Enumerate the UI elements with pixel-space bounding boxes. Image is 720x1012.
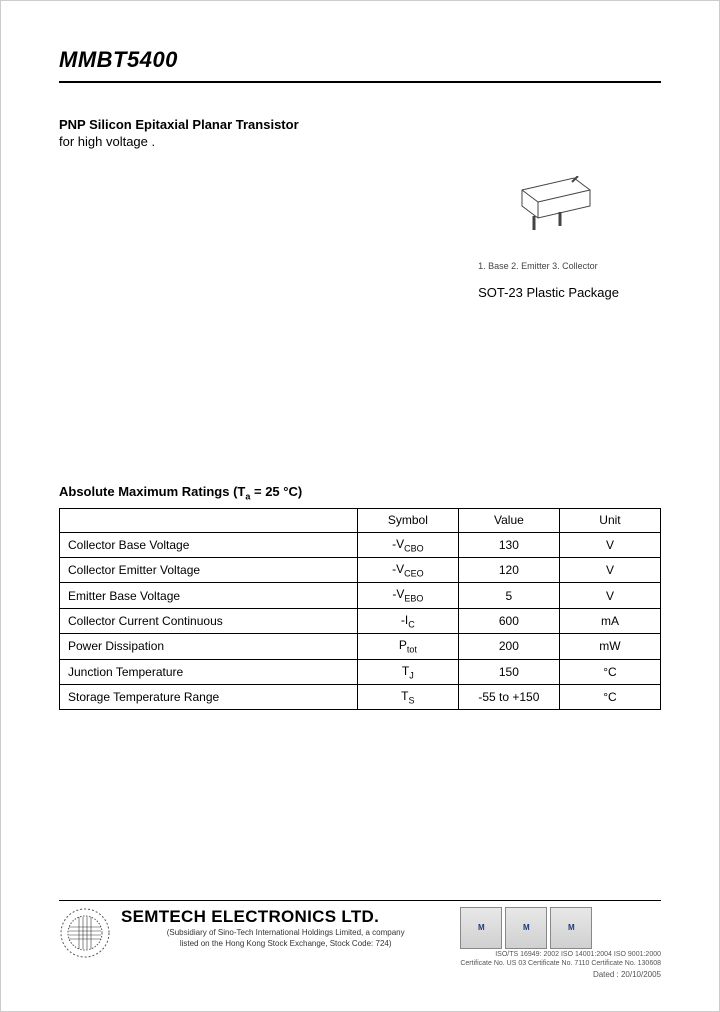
cell-symbol: TS bbox=[357, 684, 458, 709]
footer-date: Dated : 20/10/2005 bbox=[460, 970, 661, 979]
cell-value: 130 bbox=[458, 532, 559, 557]
description-subtitle: for high voltage . bbox=[59, 134, 661, 149]
cell-param: Power Dissipation bbox=[60, 634, 358, 659]
col-unit: Unit bbox=[559, 508, 660, 532]
col-value: Value bbox=[458, 508, 559, 532]
company-name: SEMTECH ELECTRONICS LTD. bbox=[121, 907, 450, 927]
cert-badge-icon: M bbox=[505, 907, 547, 949]
ratings-title: Absolute Maximum Ratings (Ta = 25 °C) bbox=[59, 484, 661, 502]
cert-badges: M M M bbox=[460, 907, 661, 949]
cell-symbol: -IC bbox=[357, 608, 458, 633]
cell-value: 120 bbox=[458, 557, 559, 582]
package-icon bbox=[508, 176, 598, 238]
cell-unit: V bbox=[559, 557, 660, 582]
part-number: MMBT5400 bbox=[59, 47, 661, 73]
cell-value: 200 bbox=[458, 634, 559, 659]
cell-param: Collector Emitter Voltage bbox=[60, 557, 358, 582]
table-header-row: Symbol Value Unit bbox=[60, 508, 661, 532]
cell-unit: mA bbox=[559, 608, 660, 633]
pin-labels: 1. Base 2. Emitter 3. Collector bbox=[478, 261, 619, 271]
footer: SEMTECH ELECTRONICS LTD. (Subsidiary of … bbox=[59, 900, 661, 979]
cell-unit: V bbox=[559, 583, 660, 608]
ratings-table: Symbol Value Unit Collector Base Voltage… bbox=[59, 508, 661, 711]
cell-value: -55 to +150 bbox=[458, 684, 559, 709]
cell-param: Storage Temperature Range bbox=[60, 684, 358, 709]
company-block: SEMTECH ELECTRONICS LTD. (Subsidiary of … bbox=[121, 907, 450, 948]
cell-symbol: -VCEO bbox=[357, 557, 458, 582]
company-sub2: listed on the Hong Kong Stock Exchange, … bbox=[121, 939, 450, 949]
table-row: Junction TemperatureTJ150°C bbox=[60, 659, 661, 684]
table-row: Emitter Base Voltage-VEBO5V bbox=[60, 583, 661, 608]
cell-param: Collector Current Continuous bbox=[60, 608, 358, 633]
cert-block: M M M ISO/TS 16949: 2002 ISO 14001:2004 … bbox=[460, 907, 661, 979]
cell-symbol: -VEBO bbox=[357, 583, 458, 608]
footer-divider bbox=[59, 900, 661, 901]
table-row: Power DissipationPtot200mW bbox=[60, 634, 661, 659]
cert-badge-icon: M bbox=[550, 907, 592, 949]
package-name: SOT-23 Plastic Package bbox=[478, 285, 619, 300]
cert-badge-icon: M bbox=[460, 907, 502, 949]
description-title: PNP Silicon Epitaxial Planar Transistor bbox=[59, 117, 661, 132]
company-logo-icon bbox=[59, 907, 111, 959]
col-symbol: Symbol bbox=[357, 508, 458, 532]
cell-symbol: TJ bbox=[357, 659, 458, 684]
cell-unit: °C bbox=[559, 684, 660, 709]
cell-value: 150 bbox=[458, 659, 559, 684]
col-param bbox=[60, 508, 358, 532]
cell-unit: °C bbox=[559, 659, 660, 684]
cell-value: 5 bbox=[458, 583, 559, 608]
cell-param: Collector Base Voltage bbox=[60, 532, 358, 557]
cell-symbol: -VCBO bbox=[357, 532, 458, 557]
table-row: Collector Emitter Voltage-VCEO120V bbox=[60, 557, 661, 582]
ratings-title-suffix: = 25 °C) bbox=[250, 484, 302, 499]
cert-line-2: Certificate No. US 03 Certificate No. 71… bbox=[460, 960, 661, 967]
package-block: 1. Base 2. Emitter 3. Collector SOT-23 P… bbox=[478, 176, 619, 300]
table-row: Storage Temperature RangeTS-55 to +150°C bbox=[60, 684, 661, 709]
ratings-title-prefix: Absolute Maximum Ratings (T bbox=[59, 484, 245, 499]
cert-line-1: ISO/TS 16949: 2002 ISO 14001:2004 ISO 90… bbox=[460, 951, 661, 958]
table-row: Collector Base Voltage-VCBO130V bbox=[60, 532, 661, 557]
cell-unit: mW bbox=[559, 634, 660, 659]
header-divider bbox=[59, 81, 661, 83]
table-row: Collector Current Continuous-IC600mA bbox=[60, 608, 661, 633]
cell-param: Emitter Base Voltage bbox=[60, 583, 358, 608]
cell-value: 600 bbox=[458, 608, 559, 633]
cell-param: Junction Temperature bbox=[60, 659, 358, 684]
company-sub1: (Subsidiary of Sino-Tech International H… bbox=[121, 928, 450, 938]
cell-unit: V bbox=[559, 532, 660, 557]
cell-symbol: Ptot bbox=[357, 634, 458, 659]
